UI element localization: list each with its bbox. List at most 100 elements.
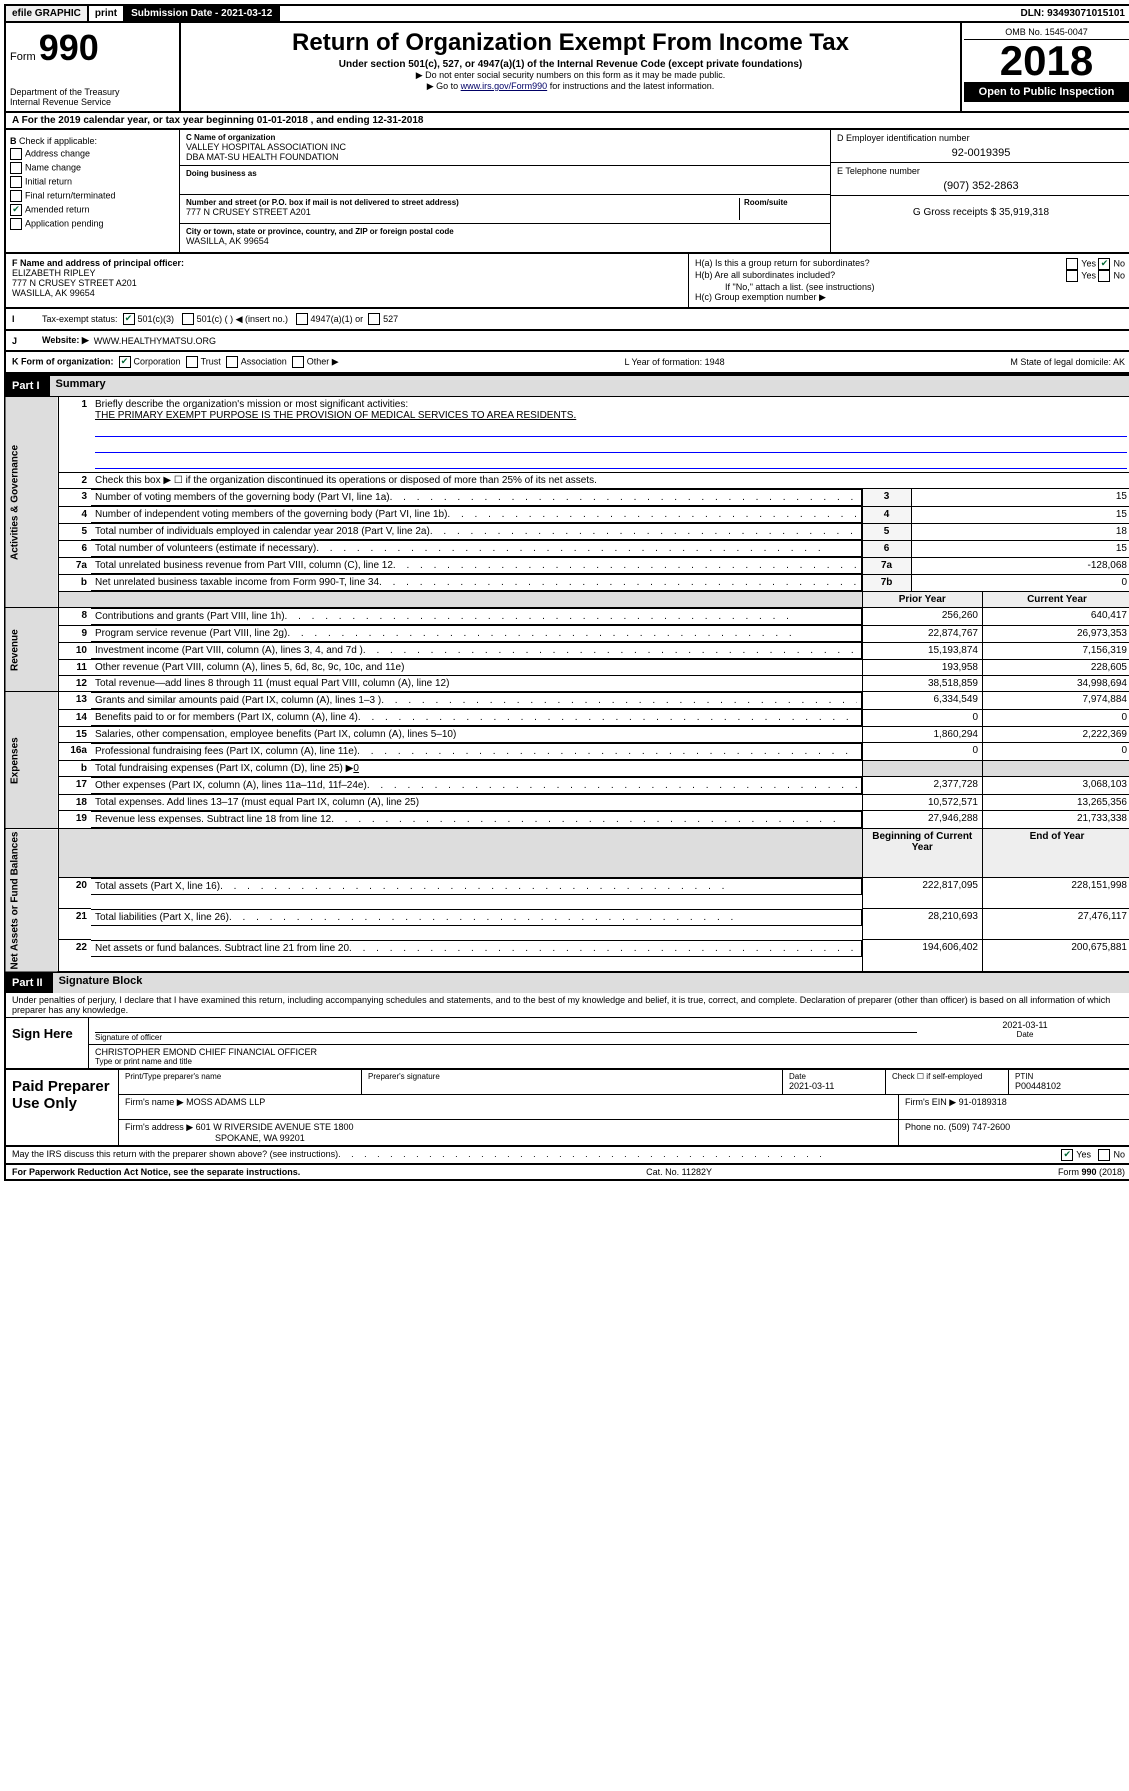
city-state-zip: WASILLA, AK 99654 (186, 236, 824, 246)
ha-no-checkbox[interactable] (1098, 258, 1110, 270)
sig-date: 2021-03-11 (925, 1020, 1125, 1030)
print-button[interactable]: print (89, 6, 125, 21)
4947-checkbox[interactable] (296, 313, 308, 325)
c20: 228,151,998 (983, 877, 1129, 909)
p18: 10,572,571 (862, 795, 982, 811)
part-2-title: Signature Block (51, 973, 1129, 993)
p12: 38,518,859 (862, 676, 982, 692)
efile-label: efile GRAPHIC (6, 6, 89, 21)
part-1-header: Part I (4, 376, 48, 396)
ein: 92-0019395 (837, 147, 1125, 159)
initial-return-checkbox[interactable] (10, 176, 22, 188)
c14: 0 (983, 709, 1129, 727)
gross-receipts: G Gross receipts $ 35,919,318 (837, 207, 1125, 218)
paid-preparer-label: Paid Preparer Use Only (6, 1070, 119, 1145)
501c3-checkbox[interactable] (123, 313, 135, 325)
h-box: H(a) Is this a group return for subordin… (689, 254, 1129, 307)
k-l-m-row: K Form of organization: Corporation Trus… (4, 352, 1129, 374)
officer-typed-name: CHRISTOPHER EMOND CHIEF FINANCIAL OFFICE… (95, 1047, 317, 1057)
part-1-title: Summary (48, 376, 1129, 396)
assoc-checkbox[interactable] (226, 356, 238, 368)
val-3: 15 (911, 489, 1129, 507)
open-to-public: Open to Public Inspection (964, 82, 1129, 102)
phone: (907) 352-2863 (837, 180, 1125, 192)
c13: 7,974,884 (983, 692, 1129, 710)
form-title: Return of Organization Exempt From Incom… (189, 29, 952, 57)
val-7a: -128,068 (911, 557, 1129, 574)
p15: 1,860,294 (862, 727, 982, 743)
c11: 228,605 (983, 660, 1129, 676)
trust-checkbox[interactable] (186, 356, 198, 368)
title-box: Return of Organization Exempt From Incom… (181, 23, 960, 111)
p21: 28,210,693 (862, 909, 982, 940)
form-number-box: Form 990 Department of the Treasury Inte… (6, 23, 181, 111)
top-bar: efile GRAPHIC print Submission Date - 20… (4, 4, 1129, 23)
submission-date: Submission Date - 2021-03-12 (125, 6, 280, 21)
ha-yes-checkbox[interactable] (1066, 258, 1078, 270)
line-a: A For the 2019 calendar year, or tax yea… (4, 113, 1129, 130)
val-6: 15 (911, 540, 1129, 557)
year-box: OMB No. 1545-0047 2018 Open to Public In… (960, 23, 1129, 111)
signature-block: Under penalties of perjury, I declare th… (4, 993, 1129, 1070)
discuss-yes-checkbox[interactable] (1061, 1149, 1073, 1161)
sign-here-label: Sign Here (6, 1018, 89, 1068)
subtitle-1: Under section 501(c), 527, or 4947(a)(1)… (189, 59, 952, 70)
amended-return-checkbox[interactable] (10, 204, 22, 216)
subtitle-2: ▶ Do not enter social security numbers o… (189, 70, 952, 81)
p22: 194,606,402 (862, 940, 982, 973)
p14: 0 (862, 709, 982, 727)
c16a: 0 (983, 743, 1129, 761)
year-formation: L Year of formation: 1948 (624, 357, 724, 367)
p11: 193,958 (862, 660, 982, 676)
website-url: WWW.HEALTHYMATSU.ORG (94, 336, 216, 346)
name-change-checkbox[interactable] (10, 162, 22, 174)
c10: 7,156,319 (983, 642, 1129, 660)
dept-label: Department of the Treasury Internal Reve… (10, 87, 175, 107)
p10: 15,193,874 (862, 642, 982, 660)
c9: 26,973,353 (983, 625, 1129, 642)
p8: 256,260 (862, 608, 982, 626)
subtitle-3: ▶ Go to www.irs.gov/Form990 for instruct… (189, 81, 952, 92)
corp-checkbox[interactable] (119, 356, 131, 368)
other-checkbox[interactable] (292, 356, 304, 368)
side-net-assets: Net Assets or Fund Balances (5, 829, 59, 973)
state-domicile: M State of legal domicile: AK (1010, 357, 1125, 367)
officer-addr2: WASILLA, AK 99654 (12, 288, 682, 298)
c18: 13,265,356 (983, 795, 1129, 811)
form-header: Form 990 Department of the Treasury Inte… (4, 23, 1129, 113)
firm-addr2: SPOKANE, WA 99201 (215, 1133, 305, 1143)
principal-officer-box: F Name and address of principal officer:… (6, 254, 689, 307)
prep-date: 2021-03-11 (789, 1081, 879, 1091)
c12: 34,998,694 (983, 676, 1129, 692)
entity-block: B Check if applicable: Address change Na… (4, 130, 1129, 254)
discuss-row: May the IRS discuss this return with the… (4, 1147, 1129, 1165)
org-name-1: VALLEY HOSPITAL ASSOCIATION INC (186, 142, 824, 152)
c22: 200,675,881 (983, 940, 1129, 973)
part-2-header: Part II (4, 973, 51, 993)
form-prefix: Form (10, 51, 36, 63)
val-4: 15 (911, 506, 1129, 523)
hb-no-checkbox[interactable] (1098, 270, 1110, 282)
side-governance: Activities & Governance (5, 397, 59, 608)
dln-number: DLN: 93493071015101 (1014, 6, 1129, 21)
officer-addr1: 777 N CRUSEY STREET A201 (12, 278, 682, 288)
p20: 222,817,095 (862, 877, 982, 909)
application-pending-checkbox[interactable] (10, 218, 22, 230)
p17: 2,377,728 (862, 777, 982, 795)
street-address: 777 N CRUSEY STREET A201 (186, 207, 739, 217)
paid-preparer-block: Paid Preparer Use Only Print/Type prepar… (4, 1070, 1129, 1147)
c8: 640,417 (983, 608, 1129, 626)
c15: 2,222,369 (983, 727, 1129, 743)
527-checkbox[interactable] (368, 313, 380, 325)
perjury-statement: Under penalties of perjury, I declare th… (6, 993, 1129, 1018)
check-column: B Check if applicable: Address change Na… (6, 130, 180, 252)
side-revenue: Revenue (5, 608, 59, 692)
address-change-checkbox[interactable] (10, 148, 22, 160)
discuss-no-checkbox[interactable] (1098, 1149, 1110, 1161)
firm-addr1: 601 W RIVERSIDE AVENUE STE 1800 (196, 1122, 354, 1132)
instructions-link[interactable]: www.irs.gov/Form990 (461, 81, 548, 91)
hb-yes-checkbox[interactable] (1066, 270, 1078, 282)
501c-checkbox[interactable] (182, 313, 194, 325)
form-id-footer: Form 990 (2018) (1058, 1167, 1125, 1177)
final-return-checkbox[interactable] (10, 190, 22, 202)
